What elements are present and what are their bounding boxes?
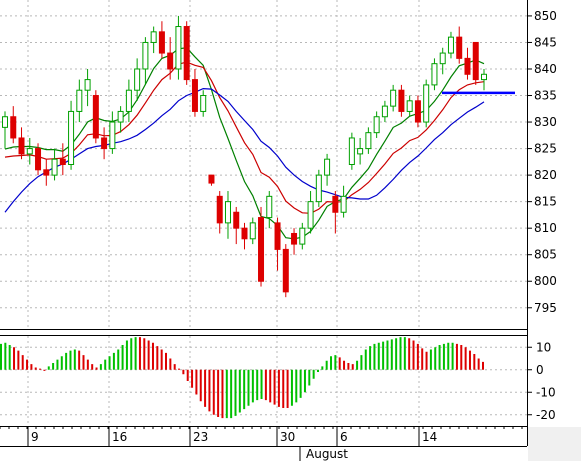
- candle-body-up: [365, 132, 372, 150]
- candle-body-down: [241, 227, 248, 240]
- candle-body-up: [348, 137, 355, 165]
- candle-body-down: [101, 137, 108, 150]
- price-tick-label: 795: [534, 301, 557, 315]
- price-tick-label: 820: [534, 168, 557, 182]
- moving-average-line-2: [4, 61, 485, 214]
- candle-body-up: [125, 89, 132, 112]
- candle-body-down: [183, 26, 190, 81]
- candle-body-down: [208, 174, 215, 184]
- moving-average-lines: [4, 47, 485, 240]
- candle-body-down: [18, 137, 25, 155]
- price-tick-label: 815: [534, 195, 557, 209]
- candle-body-down: [158, 31, 165, 54]
- candle-body-up: [390, 89, 397, 107]
- candle-body-up: [447, 36, 454, 54]
- candle-body-up: [117, 110, 124, 123]
- date-tick-label: 16: [112, 430, 127, 444]
- candle-body-up: [109, 121, 116, 150]
- candle-body-up: [373, 116, 380, 134]
- candle-body-up: [315, 174, 322, 203]
- candle-body-down: [35, 148, 42, 171]
- candle-body-up: [51, 158, 58, 176]
- date-tick-label: 30: [280, 430, 295, 444]
- histogram-bars: [0, 337, 484, 419]
- candle-body-up: [324, 158, 331, 176]
- date-tick-label: 14: [422, 430, 437, 444]
- candle-body-down: [332, 195, 339, 213]
- price-tick-label: 845: [534, 35, 557, 49]
- price-tick-label: 805: [534, 248, 557, 262]
- histogram-axis-ticks: 10 0 -10 -20: [527, 340, 556, 422]
- candle-body-down: [464, 57, 471, 75]
- candle-body-down: [274, 222, 281, 250]
- histogram-tick-label: 10: [536, 340, 551, 354]
- candle-body-down: [472, 41, 479, 81]
- candle-body-down: [167, 52, 174, 70]
- corner-box: [528, 427, 581, 461]
- candle-body-down: [43, 169, 50, 176]
- candle-body-up: [340, 195, 347, 213]
- candle-body-up: [439, 52, 446, 65]
- date-tick-label: 6: [340, 430, 348, 444]
- candle-body-up: [431, 63, 438, 86]
- candle-body-down: [59, 158, 66, 165]
- candle-body-up: [307, 201, 314, 229]
- candle-body-up: [200, 95, 207, 112]
- moving-average-line-1: [4, 47, 485, 240]
- histogram-tick-label: -10: [536, 385, 556, 399]
- candle-body-down: [291, 232, 298, 245]
- price-tick-label: 850: [534, 9, 557, 23]
- candle-body-up: [266, 195, 273, 219]
- candle-body-down: [456, 36, 463, 59]
- candle-body-up: [224, 201, 231, 224]
- candle-body-up: [76, 89, 83, 112]
- candle-body-up: [68, 110, 75, 166]
- candlestick-series: [2, 15, 487, 298]
- histogram-tick-label: 0: [536, 363, 544, 377]
- month-label: August: [306, 447, 348, 461]
- candle-body-down: [258, 217, 265, 282]
- candle-body-up: [150, 31, 157, 43]
- candle-body-down: [282, 248, 289, 293]
- price-tick-label: 835: [534, 89, 557, 103]
- candle-body-down: [10, 116, 17, 139]
- price-tick-label: 800: [534, 274, 557, 288]
- price-tick-label: 830: [534, 115, 557, 129]
- candle-body-up: [175, 26, 182, 70]
- price-tick-label: 810: [534, 221, 557, 235]
- candle-body-up: [481, 73, 487, 81]
- candle-body-up: [299, 227, 306, 245]
- candle-body-down: [233, 211, 240, 229]
- candle-body-down: [191, 79, 198, 112]
- candle-body-up: [134, 68, 141, 91]
- candle-body-down: [92, 95, 99, 139]
- candle-body-up: [357, 148, 364, 155]
- date-tick-label: 23: [193, 430, 208, 444]
- candle-body-up: [142, 41, 149, 70]
- candle-body-up: [423, 84, 430, 123]
- price-tick-label: 825: [534, 142, 557, 156]
- candle-body-up: [26, 148, 33, 155]
- candle-body-down: [398, 89, 405, 112]
- candle-body-down: [216, 195, 223, 224]
- price-tick-label: 840: [534, 62, 557, 76]
- candle-body-down: [414, 100, 421, 123]
- candle-body-up: [2, 116, 8, 128]
- histogram-panel-grid: [0, 336, 527, 426]
- candle-body-up: [249, 222, 256, 240]
- candle-body-up: [406, 100, 413, 112]
- date-tick-label: 9: [31, 430, 39, 444]
- candle-body-up: [84, 79, 91, 91]
- candle-body-up: [381, 105, 388, 118]
- price-axis-ticks: 795 800 805 810 815 820 825 830 835 840 845 850: [527, 9, 557, 315]
- moving-average-line-3: [4, 87, 485, 213]
- date-axis: 9 16 23 30 6 14: [0, 426, 523, 461]
- histogram-tick-label: -20: [536, 408, 556, 422]
